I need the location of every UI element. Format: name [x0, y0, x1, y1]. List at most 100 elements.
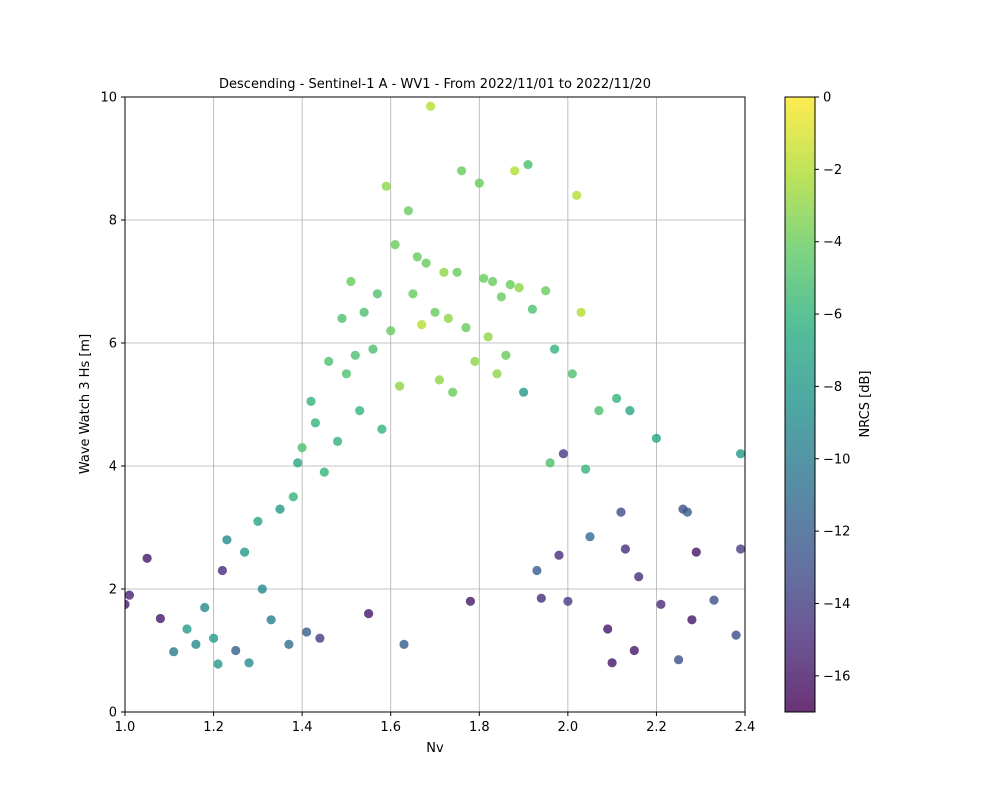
data-point	[603, 624, 613, 634]
data-point	[501, 350, 511, 360]
data-point	[390, 240, 400, 250]
data-point	[452, 267, 462, 277]
data-point	[523, 160, 533, 170]
data-point	[421, 258, 431, 268]
colorbar-tick-label: −6	[823, 308, 842, 323]
data-point	[483, 332, 493, 342]
data-point	[687, 615, 697, 625]
y-tick-label: 6	[109, 337, 117, 352]
data-point	[284, 639, 294, 650]
data-point	[607, 658, 617, 668]
y-tick-label: 0	[109, 706, 117, 721]
data-point	[736, 449, 745, 459]
data-point	[576, 307, 586, 317]
y-tick-label: 2	[109, 583, 117, 598]
data-point	[337, 313, 347, 323]
data-point	[240, 547, 250, 557]
data-point	[656, 599, 666, 610]
data-point	[581, 464, 591, 474]
data-point	[572, 190, 582, 200]
data-point	[426, 101, 436, 111]
y-axis-label: Wave Watch 3 Hs [m]	[78, 334, 93, 474]
colorbar-ticks: 0 −2 −4 −6 −8 −10 −12 −14 −16	[815, 91, 850, 684]
data-point	[395, 381, 405, 391]
y-tick-label: 10	[100, 91, 117, 106]
data-point	[288, 492, 298, 502]
data-point	[125, 590, 134, 600]
data-point	[297, 443, 307, 453]
x-tick-label: 1.6	[380, 720, 401, 735]
data-point	[293, 458, 303, 468]
y-tick-label: 8	[109, 214, 117, 229]
data-point	[209, 633, 219, 643]
colorbar-tick-label: −8	[823, 380, 842, 395]
data-point	[377, 424, 387, 434]
data-point	[448, 387, 458, 397]
data-point	[651, 433, 662, 443]
data-point	[545, 458, 555, 468]
data-point	[386, 326, 396, 336]
data-point	[731, 630, 741, 640]
data-point	[368, 344, 378, 354]
data-point	[470, 356, 480, 366]
data-point	[315, 633, 325, 643]
data-point	[554, 550, 564, 560]
x-tick-label: 2.0	[558, 720, 579, 735]
data-point	[625, 406, 635, 416]
data-point	[430, 307, 440, 317]
data-point	[341, 369, 351, 379]
data-point	[563, 596, 573, 606]
data-point	[359, 307, 369, 317]
x-tick-label: 2.4	[735, 720, 756, 735]
data-point	[244, 658, 254, 668]
colorbar-tick-label: 0	[823, 91, 831, 106]
data-point	[527, 304, 538, 314]
data-point	[474, 178, 484, 188]
data-point	[594, 406, 604, 416]
data-point	[155, 613, 165, 624]
data-point	[457, 166, 467, 176]
colorbar-tick-label: −12	[823, 525, 850, 540]
x-tick-label: 2.2	[646, 720, 667, 735]
data-point	[634, 572, 644, 582]
data-point	[191, 639, 201, 650]
y-axis-ticks: 0 2 4 6 8 10	[100, 91, 125, 721]
data-point	[333, 436, 343, 446]
y-tick-label: 4	[109, 460, 117, 475]
data-point	[408, 289, 418, 299]
colorbar-gradient	[785, 97, 815, 712]
data-point	[505, 280, 515, 290]
data-point	[461, 323, 471, 333]
data-point	[372, 289, 382, 299]
data-point	[222, 535, 232, 545]
data-point	[736, 544, 745, 554]
data-point	[443, 313, 453, 323]
data-point	[213, 659, 223, 669]
data-point	[169, 647, 179, 657]
data-point	[399, 639, 409, 650]
colorbar-tick-label: −14	[823, 597, 850, 612]
data-point	[514, 283, 524, 293]
data-point	[439, 267, 449, 277]
data-point	[217, 565, 227, 576]
colorbar-tick-label: −10	[823, 452, 850, 467]
data-point	[253, 516, 263, 527]
data-point	[532, 565, 542, 576]
data-point	[629, 645, 639, 656]
data-point	[364, 609, 374, 619]
data-point	[266, 615, 276, 625]
colorbar-tick-label: −4	[823, 235, 842, 250]
chart-title: Descending - Sentinel-1 A - WV1 - From 2…	[219, 77, 651, 92]
data-point	[125, 599, 130, 609]
data-point	[536, 593, 546, 603]
data-point	[479, 273, 489, 283]
data-point	[488, 276, 498, 287]
data-point	[324, 356, 334, 366]
data-point	[541, 286, 551, 296]
data-point	[682, 507, 693, 517]
data-point	[496, 292, 506, 302]
data-point	[310, 418, 320, 428]
plot-frame	[124, 96, 746, 713]
data-point	[550, 344, 560, 354]
